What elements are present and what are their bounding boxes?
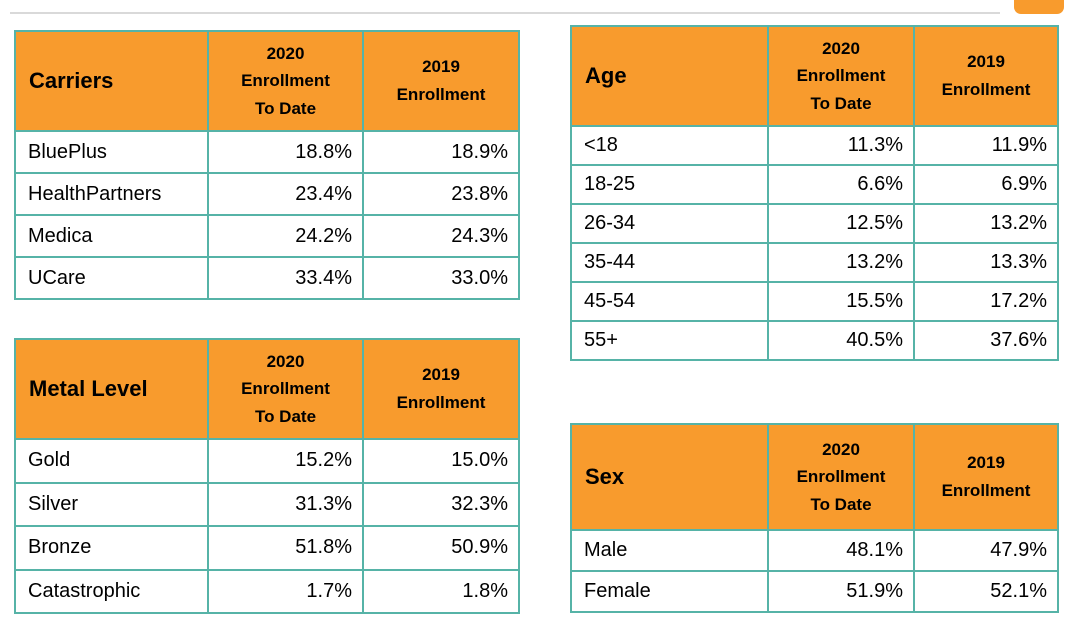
row-value-2020: 11.3% <box>767 125 915 166</box>
carriers-col-2019-header: 2019 Enrollment <box>362 30 520 132</box>
metal-level-table: Metal Level 2020 Enrollment To Date 2019… <box>14 338 520 614</box>
row-label: Catastrophic <box>14 568 209 614</box>
row-value-2019: 37.6% <box>913 320 1059 361</box>
row-value-2019: 13.2% <box>913 203 1059 244</box>
row-value-2019: 17.2% <box>913 281 1059 322</box>
row-label: Male <box>570 529 769 572</box>
row-label: 55+ <box>570 320 769 361</box>
row-label: Medica <box>14 214 209 258</box>
row-value-2020: 40.5% <box>767 320 915 361</box>
row-value-2019: 6.9% <box>913 164 1059 205</box>
row-value-2020: 13.2% <box>767 242 915 283</box>
carriers-table-title: Carriers <box>14 30 209 132</box>
row-value-2020: 33.4% <box>207 256 364 300</box>
row-value-2019: 18.9% <box>362 130 520 174</box>
table-row: 55+ 40.5% 37.6% <box>570 320 1059 361</box>
table-row: <18 11.3% 11.9% <box>570 125 1059 166</box>
table-row: Catastrophic 1.7% 1.8% <box>14 568 520 614</box>
age-table: Age 2020 Enrollment To Date 2019 Enrollm… <box>570 25 1059 361</box>
row-value-2020: 15.2% <box>207 438 364 484</box>
row-value-2019: 32.3% <box>362 481 520 527</box>
table-row: 35-44 13.2% 13.3% <box>570 242 1059 283</box>
table-row: 18-25 6.6% 6.9% <box>570 164 1059 205</box>
table-row: Female 51.9% 52.1% <box>570 570 1059 613</box>
row-value-2019: 33.0% <box>362 256 520 300</box>
row-label: Female <box>570 570 769 613</box>
row-value-2019: 50.9% <box>362 525 520 571</box>
row-value-2019: 1.8% <box>362 568 520 614</box>
row-value-2019: 15.0% <box>362 438 520 484</box>
row-value-2020: 18.8% <box>207 130 364 174</box>
row-label: BluePlus <box>14 130 209 174</box>
row-label: HealthPartners <box>14 172 209 216</box>
table-row: Medica 24.2% 24.3% <box>14 214 520 258</box>
table-row: Gold 15.2% 15.0% <box>14 438 520 484</box>
row-value-2020: 23.4% <box>207 172 364 216</box>
age-table-title: Age <box>570 25 769 127</box>
table-row: Silver 31.3% 32.3% <box>14 481 520 527</box>
age-col-2020-header: 2020 Enrollment To Date <box>767 25 915 127</box>
row-value-2019: 47.9% <box>913 529 1059 572</box>
sex-table: Sex 2020 Enrollment To Date 2019 Enrollm… <box>570 423 1059 613</box>
carriers-header-row: Carriers 2020 Enrollment To Date 2019 En… <box>14 30 520 132</box>
carriers-table: Carriers 2020 Enrollment To Date 2019 En… <box>14 30 520 300</box>
metal-level-table-title: Metal Level <box>14 338 209 440</box>
row-value-2020: 12.5% <box>767 203 915 244</box>
row-label: Bronze <box>14 525 209 571</box>
table-row: Male 48.1% 47.9% <box>570 529 1059 572</box>
top-divider-line <box>10 12 1000 14</box>
sex-table-title: Sex <box>570 423 769 531</box>
row-value-2020: 6.6% <box>767 164 915 205</box>
metal-level-col-2020-header: 2020 Enrollment To Date <box>207 338 364 440</box>
row-label: Gold <box>14 438 209 484</box>
row-label: 18-25 <box>570 164 769 205</box>
table-row: UCare 33.4% 33.0% <box>14 256 520 300</box>
row-label: 35-44 <box>570 242 769 283</box>
sex-col-2019-header: 2019 Enrollment <box>913 423 1059 531</box>
row-value-2020: 48.1% <box>767 529 915 572</box>
row-value-2019: 11.9% <box>913 125 1059 166</box>
row-value-2020: 1.7% <box>207 568 364 614</box>
row-value-2020: 51.8% <box>207 525 364 571</box>
table-row: 26-34 12.5% 13.2% <box>570 203 1059 244</box>
row-label: <18 <box>570 125 769 166</box>
row-value-2020: 51.9% <box>767 570 915 613</box>
row-value-2019: 23.8% <box>362 172 520 216</box>
table-row: Bronze 51.8% 50.9% <box>14 525 520 571</box>
table-row: BluePlus 18.8% 18.9% <box>14 130 520 174</box>
row-value-2019: 13.3% <box>913 242 1059 283</box>
metal-level-header-row: Metal Level 2020 Enrollment To Date 2019… <box>14 338 520 440</box>
row-value-2020: 31.3% <box>207 481 364 527</box>
metal-level-col-2019-header: 2019 Enrollment <box>362 338 520 440</box>
row-label: Silver <box>14 481 209 527</box>
age-col-2019-header: 2019 Enrollment <box>913 25 1059 127</box>
row-label: UCare <box>14 256 209 300</box>
row-label: 45-54 <box>570 281 769 322</box>
row-value-2019: 24.3% <box>362 214 520 258</box>
age-header-row: Age 2020 Enrollment To Date 2019 Enrollm… <box>570 25 1059 127</box>
row-value-2020: 24.2% <box>207 214 364 258</box>
sex-header-row: Sex 2020 Enrollment To Date 2019 Enrollm… <box>570 423 1059 531</box>
corner-tab-shape <box>1014 0 1064 14</box>
carriers-col-2020-header: 2020 Enrollment To Date <box>207 30 364 132</box>
sex-col-2020-header: 2020 Enrollment To Date <box>767 423 915 531</box>
row-label: 26-34 <box>570 203 769 244</box>
table-row: 45-54 15.5% 17.2% <box>570 281 1059 322</box>
table-row: HealthPartners 23.4% 23.8% <box>14 172 520 216</box>
row-value-2019: 52.1% <box>913 570 1059 613</box>
row-value-2020: 15.5% <box>767 281 915 322</box>
